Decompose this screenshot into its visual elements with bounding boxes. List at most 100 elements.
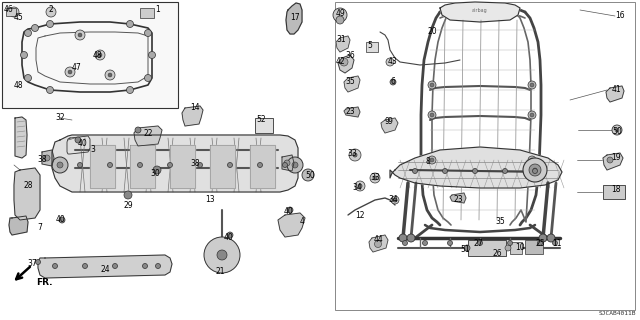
- Circle shape: [374, 241, 381, 247]
- Circle shape: [349, 149, 361, 161]
- Circle shape: [340, 58, 348, 66]
- Text: FR.: FR.: [36, 278, 52, 287]
- Bar: [525, 240, 543, 254]
- Polygon shape: [606, 86, 624, 102]
- Circle shape: [78, 33, 82, 37]
- Circle shape: [20, 52, 28, 59]
- Circle shape: [428, 81, 436, 89]
- Text: 38: 38: [190, 158, 200, 167]
- Circle shape: [75, 137, 81, 143]
- Circle shape: [442, 169, 447, 173]
- Circle shape: [24, 29, 31, 36]
- Circle shape: [615, 128, 619, 132]
- Text: 41: 41: [611, 85, 621, 94]
- Circle shape: [148, 52, 156, 59]
- Polygon shape: [282, 155, 294, 171]
- Circle shape: [143, 263, 147, 268]
- Text: 9: 9: [388, 117, 392, 126]
- Text: 32: 32: [55, 114, 65, 123]
- Circle shape: [538, 241, 543, 245]
- Circle shape: [198, 163, 202, 167]
- Polygon shape: [14, 168, 40, 220]
- Circle shape: [227, 232, 233, 238]
- Text: 50: 50: [612, 127, 622, 137]
- Text: 30: 30: [150, 169, 160, 178]
- Text: 40: 40: [223, 233, 233, 242]
- Circle shape: [59, 217, 65, 223]
- Text: 5: 5: [367, 42, 372, 51]
- Circle shape: [390, 79, 396, 85]
- Circle shape: [108, 163, 113, 167]
- Circle shape: [302, 169, 314, 181]
- Circle shape: [430, 158, 434, 162]
- Text: 45: 45: [13, 13, 23, 22]
- Text: 28: 28: [23, 180, 33, 189]
- Circle shape: [44, 155, 50, 161]
- Circle shape: [523, 158, 547, 182]
- Circle shape: [528, 81, 536, 89]
- Circle shape: [505, 245, 511, 251]
- Circle shape: [358, 184, 362, 188]
- Text: 38: 38: [37, 156, 47, 164]
- Text: 24: 24: [100, 266, 110, 275]
- Circle shape: [35, 260, 40, 265]
- Circle shape: [508, 241, 513, 245]
- Text: 35: 35: [345, 77, 355, 86]
- Circle shape: [355, 181, 365, 191]
- Bar: [603, 185, 625, 199]
- Text: 48: 48: [92, 51, 102, 60]
- Text: 7: 7: [38, 223, 42, 233]
- Bar: [6, 8, 16, 16]
- Text: 33: 33: [347, 148, 357, 157]
- Text: 23: 23: [345, 108, 355, 116]
- Text: 4: 4: [300, 218, 305, 227]
- Text: 10: 10: [515, 244, 525, 252]
- Polygon shape: [250, 145, 275, 188]
- Text: 33: 33: [370, 172, 380, 181]
- Text: 51: 51: [460, 245, 470, 254]
- Text: 35: 35: [495, 218, 505, 227]
- Text: 49: 49: [335, 10, 345, 19]
- Text: SJCAB4011B: SJCAB4011B: [598, 311, 636, 316]
- Circle shape: [391, 196, 399, 204]
- Circle shape: [533, 168, 537, 172]
- Polygon shape: [130, 145, 155, 188]
- Circle shape: [292, 162, 298, 168]
- Text: 29: 29: [123, 201, 133, 210]
- Text: 27: 27: [473, 239, 483, 249]
- Text: 37: 37: [27, 259, 37, 268]
- Bar: [468, 240, 506, 256]
- Bar: [335, 2, 635, 310]
- Polygon shape: [9, 216, 28, 235]
- Circle shape: [57, 162, 63, 168]
- Circle shape: [287, 207, 293, 213]
- Circle shape: [353, 153, 357, 157]
- Circle shape: [47, 20, 54, 28]
- Circle shape: [422, 241, 428, 245]
- Text: 12: 12: [355, 212, 365, 220]
- Circle shape: [403, 241, 408, 245]
- Text: 20: 20: [427, 28, 437, 36]
- Polygon shape: [336, 36, 350, 52]
- Circle shape: [530, 158, 534, 162]
- Text: 34: 34: [388, 196, 398, 204]
- Polygon shape: [67, 136, 90, 154]
- Circle shape: [447, 241, 452, 245]
- Polygon shape: [42, 150, 54, 166]
- Circle shape: [126, 193, 130, 197]
- Circle shape: [52, 157, 68, 173]
- Circle shape: [336, 16, 344, 24]
- Circle shape: [155, 168, 159, 172]
- Circle shape: [528, 111, 536, 119]
- Circle shape: [413, 169, 417, 173]
- Text: 40: 40: [77, 139, 87, 148]
- Circle shape: [528, 156, 536, 164]
- Polygon shape: [15, 117, 27, 158]
- Circle shape: [282, 163, 287, 167]
- Circle shape: [399, 234, 407, 242]
- Circle shape: [77, 163, 83, 167]
- Text: 6: 6: [390, 77, 396, 86]
- Text: 13: 13: [205, 196, 215, 204]
- Circle shape: [257, 163, 262, 167]
- Circle shape: [105, 70, 115, 80]
